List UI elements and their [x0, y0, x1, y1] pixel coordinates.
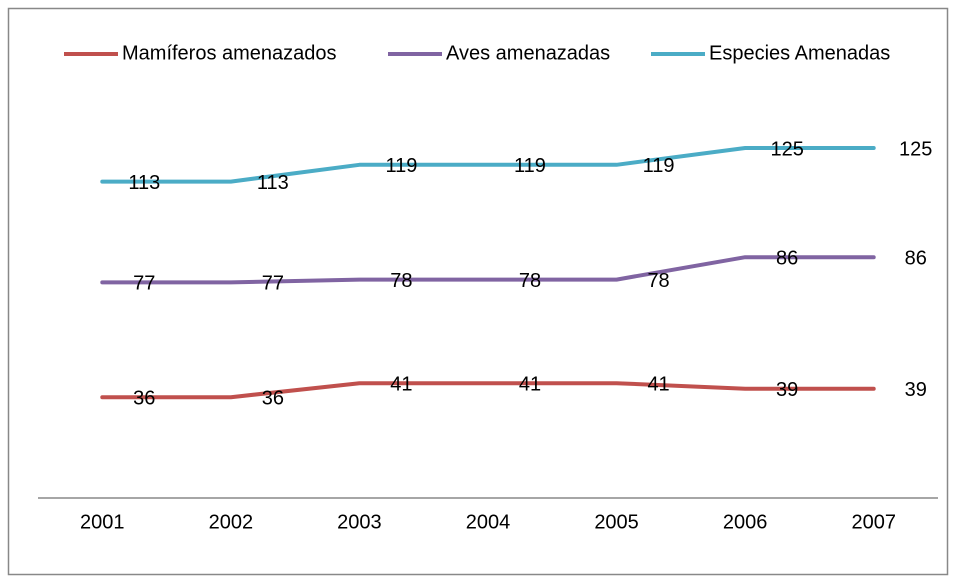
data-label: 39	[905, 379, 927, 401]
data-label: 77	[262, 273, 284, 295]
data-label: 86	[905, 247, 927, 269]
legend-label: Aves amenazadas	[446, 42, 610, 64]
x-tick-label: 2006	[723, 511, 768, 533]
data-label: 86	[776, 247, 798, 269]
data-label: 41	[519, 373, 541, 395]
data-label: 77	[133, 273, 155, 295]
data-label: 36	[133, 387, 155, 409]
series-line	[100, 381, 876, 400]
series-line	[100, 255, 876, 285]
data-label: 119	[643, 155, 675, 177]
x-tick-label: 2007	[851, 511, 896, 533]
x-tick-label: 2001	[80, 511, 125, 533]
data-label: 113	[257, 172, 289, 194]
data-label: 36	[262, 387, 284, 409]
chart-border	[7, 7, 949, 576]
x-tick-label: 2004	[466, 511, 511, 533]
x-tick-label: 2002	[209, 511, 254, 533]
legend-label: Especies Amenadas	[709, 42, 890, 64]
data-label: 78	[647, 270, 669, 292]
series-line	[100, 146, 876, 184]
data-label: 78	[390, 270, 412, 292]
x-tick-label: 2005	[594, 511, 639, 533]
data-label: 125	[770, 138, 803, 160]
data-label: 119	[385, 155, 417, 177]
x-tick-label: 2003	[337, 511, 382, 533]
data-label: 39	[776, 379, 798, 401]
data-label: 125	[899, 138, 932, 160]
data-label: 78	[519, 270, 541, 292]
data-label: 41	[647, 373, 669, 395]
data-label: 119	[514, 155, 546, 177]
legend-label: Mamíferos amenazados	[122, 42, 337, 64]
data-label: 41	[390, 373, 412, 395]
data-label: 113	[128, 172, 160, 194]
